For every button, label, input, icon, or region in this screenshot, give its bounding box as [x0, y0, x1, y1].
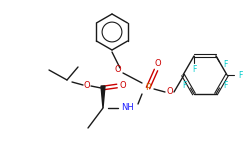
Text: F: F: [182, 81, 187, 90]
Text: O: O: [84, 81, 90, 90]
Text: O: O: [120, 81, 126, 90]
Text: O: O: [115, 66, 121, 75]
Text: F: F: [238, 70, 242, 80]
Text: F: F: [223, 60, 228, 69]
Text: F: F: [192, 65, 196, 74]
Text: O: O: [167, 87, 173, 96]
Text: O: O: [155, 60, 161, 69]
Polygon shape: [101, 86, 105, 108]
Text: P: P: [145, 84, 151, 93]
Text: F: F: [223, 81, 228, 90]
Text: NH: NH: [122, 103, 134, 112]
